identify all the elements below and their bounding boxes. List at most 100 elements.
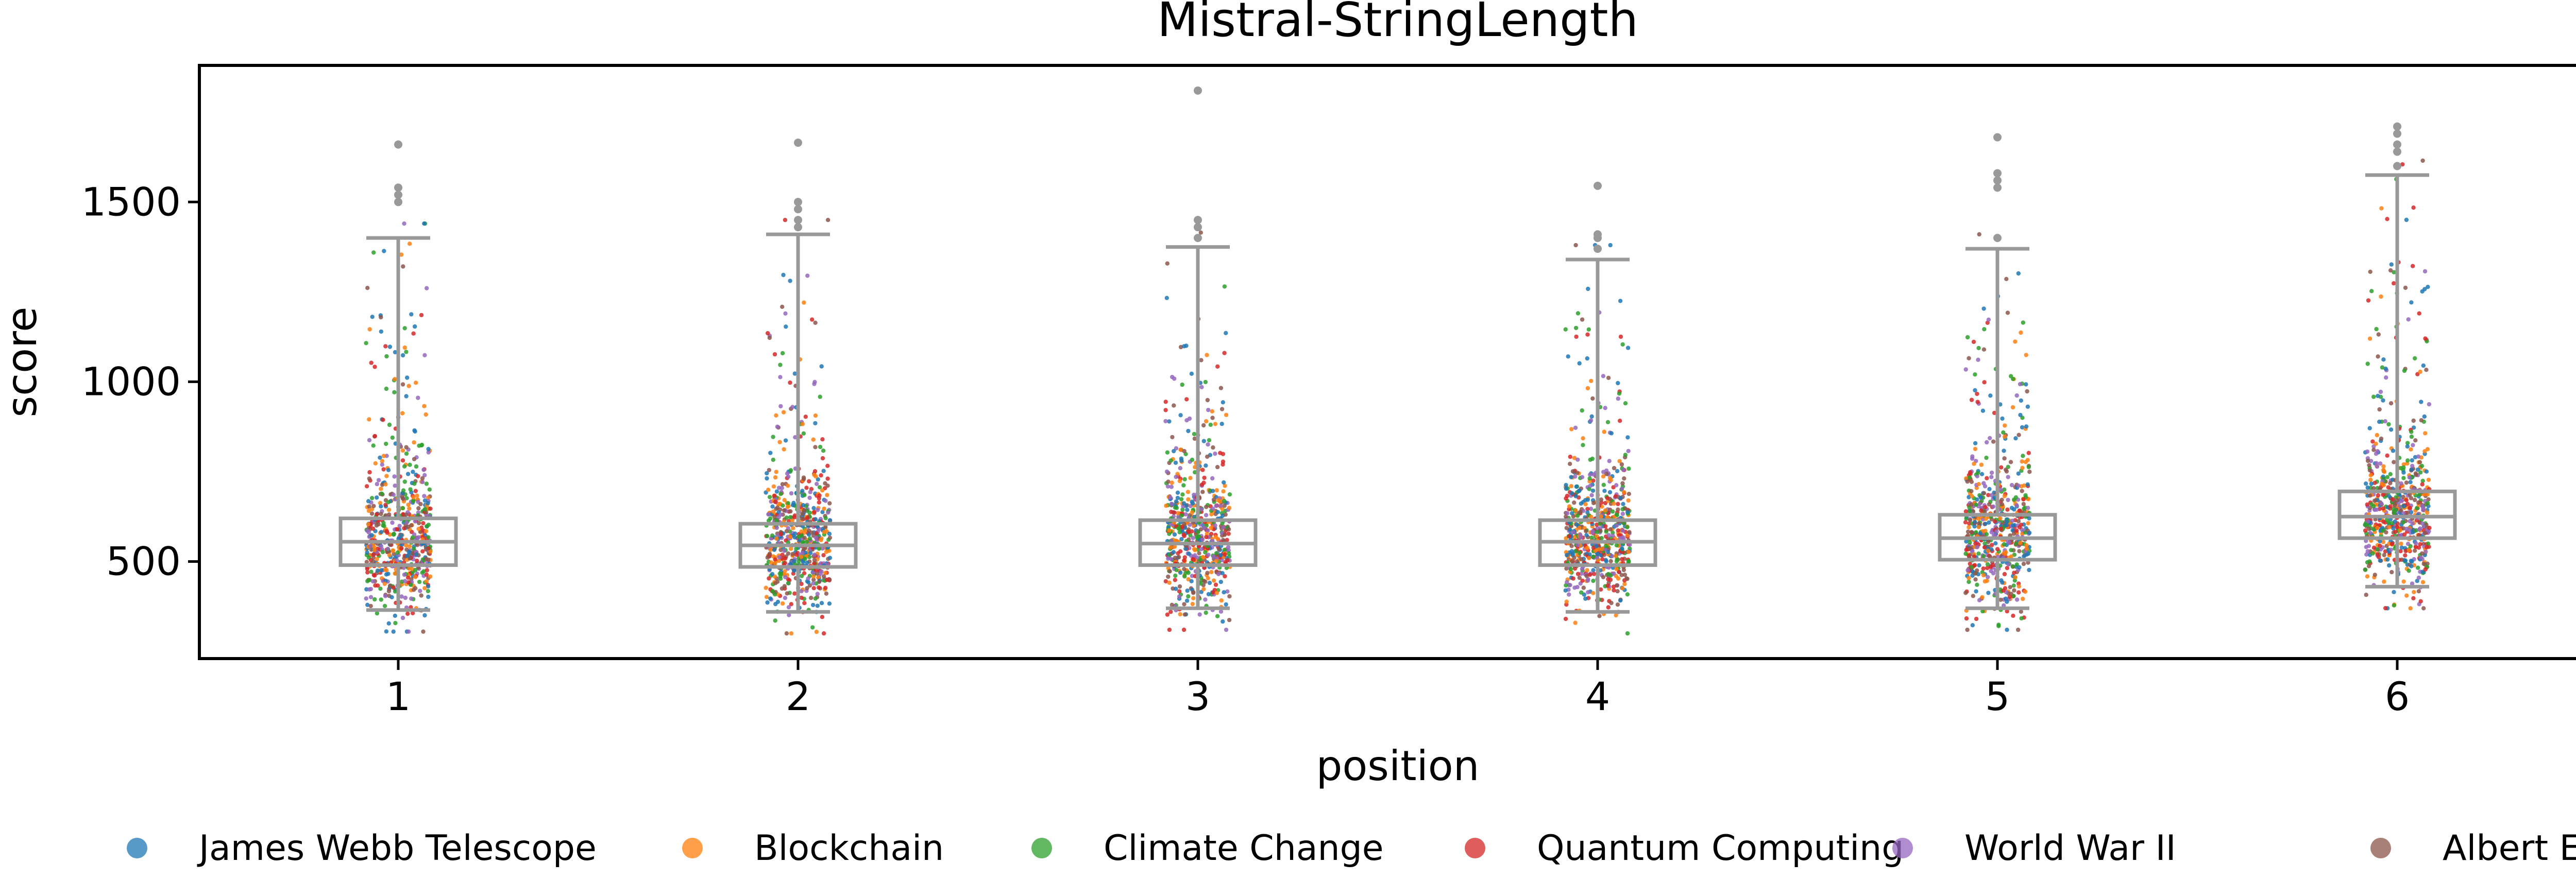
data-point	[369, 570, 374, 574]
data-point	[783, 438, 788, 443]
data-point	[2425, 545, 2429, 549]
data-point	[2010, 519, 2015, 523]
data-point	[815, 481, 819, 486]
data-point	[1213, 422, 1218, 426]
data-point	[1188, 533, 1193, 538]
data-point	[1982, 380, 1987, 385]
data-point	[386, 589, 392, 594]
data-point	[389, 595, 394, 600]
data-point	[1984, 532, 1989, 537]
data-point	[403, 512, 409, 517]
data-point	[1614, 559, 1619, 564]
data-point	[1603, 544, 1608, 548]
data-point	[380, 482, 385, 487]
data-point	[1614, 523, 1619, 528]
data-point	[1166, 556, 1171, 561]
data-point	[1609, 431, 1614, 436]
data-point	[422, 494, 427, 498]
outlier-point	[1993, 169, 2002, 178]
data-point	[773, 581, 778, 585]
data-point	[2413, 548, 2417, 553]
data-point	[2402, 368, 2407, 373]
data-point	[422, 404, 427, 408]
data-point	[813, 517, 818, 522]
data-point	[1574, 559, 1580, 564]
data-point	[1215, 614, 1220, 618]
data-point	[1574, 522, 1579, 527]
data-point	[2404, 217, 2409, 222]
data-point	[2426, 477, 2431, 482]
data-point	[2427, 402, 2432, 407]
x-tick-label: 5	[1985, 674, 2010, 719]
data-point	[1169, 485, 1174, 489]
data-point	[1999, 502, 2005, 507]
data-point	[1208, 422, 1213, 427]
data-point	[2004, 468, 2008, 472]
data-point	[1211, 497, 1216, 502]
data-point	[814, 536, 819, 540]
data-point	[2026, 506, 2030, 510]
data-point	[1597, 614, 1602, 618]
data-point	[2425, 510, 2430, 515]
data-point	[403, 595, 408, 600]
x-tick-label: 1	[386, 674, 411, 719]
scatter-points	[364, 158, 2432, 636]
data-point	[1206, 576, 1210, 581]
data-point	[1563, 327, 1568, 332]
data-point	[780, 601, 785, 606]
data-point	[2418, 555, 2424, 560]
data-point	[786, 605, 791, 610]
data-point	[425, 286, 429, 290]
data-point	[2005, 507, 2010, 512]
data-point	[1980, 609, 1985, 614]
data-point	[1607, 476, 1613, 480]
data-point	[1218, 386, 1224, 390]
data-point	[1605, 515, 1610, 520]
data-point	[412, 440, 416, 445]
data-point	[1625, 510, 1630, 514]
data-point	[2019, 330, 2023, 335]
data-point	[1986, 575, 1990, 579]
data-point	[413, 575, 418, 579]
data-point	[1187, 416, 1192, 421]
data-point	[813, 413, 818, 418]
data-point	[1565, 553, 1569, 558]
data-point	[1179, 537, 1184, 542]
data-point	[2392, 603, 2396, 608]
data-point	[2411, 425, 2416, 430]
data-point	[2402, 504, 2406, 509]
data-point	[803, 528, 808, 533]
data-point	[812, 473, 817, 477]
data-point	[1210, 489, 1215, 493]
data-point	[1970, 456, 1975, 461]
data-point	[2011, 583, 2016, 588]
data-point	[1172, 544, 1177, 549]
data-point	[386, 621, 391, 626]
data-point	[1614, 543, 1619, 548]
data-point	[395, 550, 400, 555]
data-point	[371, 559, 376, 564]
data-point	[1626, 498, 1631, 503]
data-point	[820, 456, 825, 461]
data-point	[2366, 526, 2371, 531]
data-point	[384, 567, 389, 573]
data-point	[368, 544, 373, 548]
data-point	[2020, 489, 2024, 493]
data-point	[2381, 540, 2386, 544]
data-point	[2403, 285, 2408, 290]
data-point	[1576, 489, 1581, 494]
data-point	[1571, 576, 1575, 581]
data-point	[2369, 459, 2374, 463]
data-point	[378, 501, 383, 506]
data-point	[2003, 423, 2007, 428]
data-point	[423, 529, 429, 533]
data-point	[1206, 592, 1211, 597]
data-point	[2370, 439, 2375, 444]
data-point	[1589, 414, 1594, 419]
data-point	[1572, 585, 1577, 590]
outlier-point	[2393, 129, 2401, 138]
data-point	[384, 386, 389, 391]
data-point	[383, 344, 388, 349]
data-point	[1172, 532, 1177, 537]
data-point	[1611, 533, 1615, 538]
